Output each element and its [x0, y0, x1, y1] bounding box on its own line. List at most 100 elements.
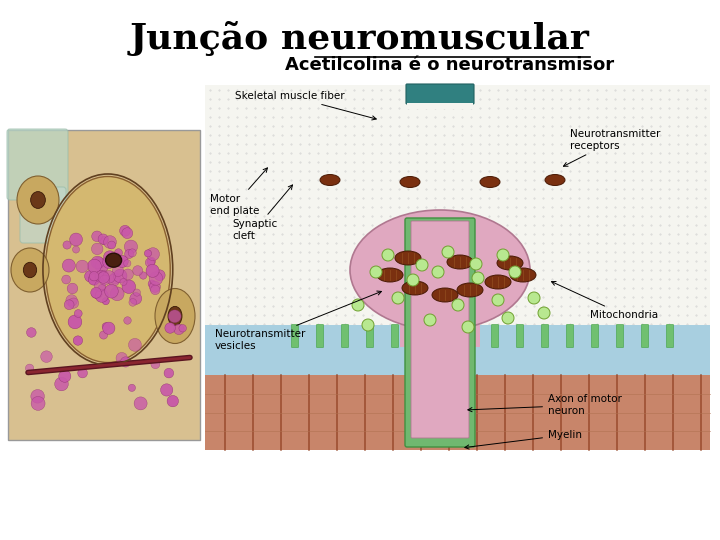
Circle shape: [91, 256, 104, 269]
Circle shape: [128, 249, 136, 257]
Circle shape: [130, 293, 142, 305]
Circle shape: [27, 328, 36, 338]
Ellipse shape: [377, 268, 403, 282]
Circle shape: [63, 241, 71, 249]
FancyBboxPatch shape: [400, 325, 480, 347]
Circle shape: [89, 274, 99, 285]
FancyBboxPatch shape: [317, 325, 323, 348]
Circle shape: [88, 259, 102, 273]
Circle shape: [109, 252, 121, 264]
Circle shape: [73, 246, 79, 253]
Text: Neurotransmitter
vesicles: Neurotransmitter vesicles: [215, 291, 382, 351]
FancyBboxPatch shape: [407, 103, 473, 109]
Circle shape: [146, 264, 159, 278]
Circle shape: [147, 257, 156, 266]
Circle shape: [103, 256, 115, 268]
Circle shape: [492, 294, 504, 306]
Circle shape: [99, 331, 108, 339]
FancyBboxPatch shape: [205, 85, 710, 445]
Ellipse shape: [31, 192, 45, 208]
Circle shape: [133, 289, 140, 296]
Circle shape: [116, 353, 127, 364]
Circle shape: [442, 246, 454, 258]
Circle shape: [107, 274, 120, 286]
FancyBboxPatch shape: [20, 187, 66, 243]
Ellipse shape: [45, 177, 170, 362]
FancyBboxPatch shape: [667, 325, 673, 348]
Circle shape: [104, 235, 117, 248]
Circle shape: [67, 283, 78, 294]
Circle shape: [528, 292, 540, 304]
Circle shape: [120, 357, 131, 367]
Circle shape: [95, 289, 108, 302]
Circle shape: [31, 396, 45, 410]
Circle shape: [149, 272, 163, 285]
Circle shape: [40, 351, 53, 362]
Ellipse shape: [432, 288, 458, 302]
Circle shape: [538, 307, 550, 319]
Circle shape: [128, 384, 135, 391]
FancyBboxPatch shape: [492, 325, 498, 348]
Circle shape: [120, 225, 130, 236]
Ellipse shape: [320, 174, 340, 186]
Circle shape: [154, 270, 165, 281]
Circle shape: [362, 319, 374, 331]
Circle shape: [100, 273, 109, 282]
Circle shape: [370, 266, 382, 278]
Circle shape: [149, 281, 161, 292]
Circle shape: [62, 275, 71, 284]
Circle shape: [93, 289, 102, 299]
Circle shape: [98, 272, 109, 284]
Circle shape: [120, 279, 127, 286]
Circle shape: [95, 260, 109, 273]
Circle shape: [73, 336, 83, 345]
FancyBboxPatch shape: [567, 325, 574, 348]
Circle shape: [148, 280, 156, 288]
FancyBboxPatch shape: [406, 84, 474, 104]
Circle shape: [432, 266, 444, 278]
Circle shape: [59, 370, 71, 382]
Circle shape: [108, 241, 116, 249]
Circle shape: [140, 272, 147, 279]
Circle shape: [145, 250, 152, 257]
Circle shape: [509, 266, 521, 278]
Circle shape: [109, 273, 120, 284]
Text: Skeletal muscle fiber: Skeletal muscle fiber: [235, 91, 377, 120]
Circle shape: [416, 259, 428, 271]
Ellipse shape: [480, 177, 500, 187]
Circle shape: [179, 325, 186, 332]
Text: Synaptic
cleft: Synaptic cleft: [232, 185, 292, 241]
Circle shape: [103, 322, 115, 334]
Circle shape: [31, 389, 45, 403]
Ellipse shape: [168, 306, 182, 326]
Circle shape: [70, 233, 83, 246]
FancyBboxPatch shape: [341, 325, 348, 348]
Circle shape: [124, 260, 131, 267]
Circle shape: [91, 231, 102, 241]
Circle shape: [68, 315, 82, 329]
Circle shape: [424, 314, 436, 326]
Circle shape: [112, 265, 124, 276]
FancyBboxPatch shape: [7, 129, 68, 200]
Circle shape: [134, 397, 147, 410]
FancyBboxPatch shape: [366, 325, 374, 348]
Text: Axon of motor
neuron: Axon of motor neuron: [468, 394, 622, 416]
Text: Acetilcolina é o neurotransmisor: Acetilcolina é o neurotransmisor: [285, 56, 615, 74]
Ellipse shape: [17, 176, 59, 224]
Circle shape: [462, 321, 474, 333]
Circle shape: [124, 317, 131, 324]
Circle shape: [95, 271, 107, 282]
Ellipse shape: [447, 255, 473, 269]
Circle shape: [407, 274, 419, 286]
FancyBboxPatch shape: [405, 218, 475, 447]
Circle shape: [122, 280, 135, 293]
Circle shape: [74, 309, 82, 318]
Circle shape: [66, 295, 77, 306]
Circle shape: [25, 364, 34, 373]
Circle shape: [99, 275, 109, 285]
Circle shape: [55, 377, 68, 391]
Circle shape: [94, 280, 106, 292]
Circle shape: [165, 323, 176, 333]
Circle shape: [502, 312, 514, 324]
Circle shape: [104, 285, 118, 298]
